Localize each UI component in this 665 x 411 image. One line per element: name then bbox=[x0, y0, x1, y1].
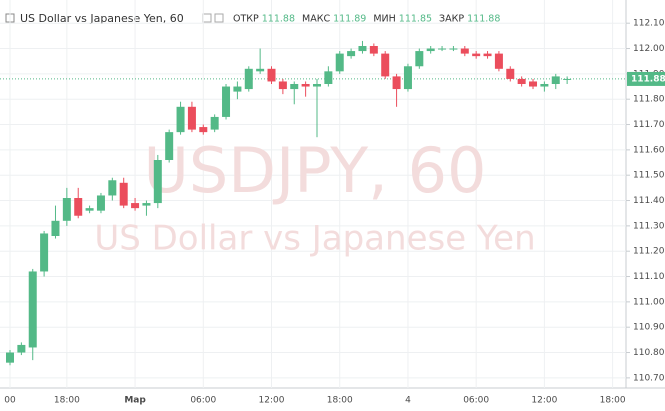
candle-body bbox=[74, 198, 83, 216]
y-tick-label: 112.10 bbox=[633, 19, 665, 29]
y-tick-label: 111.50 bbox=[633, 171, 665, 181]
y-tick-label: 111.20 bbox=[633, 247, 665, 257]
watermark: USDJPY, 60 US Dollar vs Japanese Yen bbox=[94, 134, 535, 258]
candle-body bbox=[210, 116, 219, 130]
legend-label: ОТКР bbox=[233, 14, 259, 25]
candle-body bbox=[347, 51, 356, 57]
legend-label: ЗАКР bbox=[439, 14, 464, 25]
candle-body bbox=[62, 198, 71, 221]
legend-value: 111.88 bbox=[467, 14, 500, 25]
y-tick-label: 110.90 bbox=[633, 323, 665, 333]
candle-body bbox=[131, 203, 140, 209]
y-tick-label: 111.40 bbox=[633, 196, 665, 206]
candle-body bbox=[119, 182, 128, 206]
candle-body bbox=[40, 233, 49, 272]
candle-body bbox=[85, 208, 94, 211]
candle-body bbox=[222, 86, 231, 117]
candle-body bbox=[51, 220, 60, 236]
x-tick-label: 00 bbox=[4, 396, 16, 406]
candle-body bbox=[28, 271, 37, 348]
y-tick-label: 111.60 bbox=[633, 145, 665, 155]
x-tick-label: 18:00 bbox=[327, 396, 353, 406]
candle-body bbox=[494, 53, 503, 69]
candle-body bbox=[540, 84, 549, 87]
y-tick-label: 111.00 bbox=[633, 297, 665, 307]
legend-label: МАКС bbox=[302, 14, 330, 25]
watermark-symbol: USDJPY, 60 bbox=[144, 134, 487, 207]
candle-body bbox=[449, 48, 458, 50]
candle-body bbox=[17, 344, 26, 353]
candle-body bbox=[335, 53, 344, 72]
candle-body bbox=[142, 203, 151, 206]
legend-value: 111.88 bbox=[262, 14, 295, 25]
candle-body bbox=[551, 76, 560, 84]
candle-body bbox=[267, 68, 276, 82]
candle-body bbox=[415, 51, 424, 67]
candle-body bbox=[176, 106, 185, 133]
candle-body bbox=[6, 352, 14, 363]
candle-body bbox=[108, 180, 117, 196]
candle-body bbox=[153, 160, 162, 204]
y-tick-label: 110.70 bbox=[633, 373, 665, 383]
legend-label: МИН bbox=[373, 14, 395, 25]
x-tick-label: 12:00 bbox=[531, 396, 557, 406]
candle-body bbox=[290, 84, 299, 90]
x-tick-label: 06:00 bbox=[463, 396, 489, 406]
candle-body bbox=[301, 84, 310, 87]
candle-body bbox=[460, 48, 469, 54]
candle-body bbox=[392, 76, 401, 90]
candle-body bbox=[96, 195, 105, 211]
candle-body bbox=[426, 48, 435, 52]
legend-value: 111.89 bbox=[333, 14, 366, 25]
x-tick-label: 4 bbox=[405, 396, 411, 406]
candle-body bbox=[233, 86, 242, 92]
y-tick-label: 112.00 bbox=[633, 44, 665, 54]
candle-body bbox=[403, 66, 412, 90]
candle-body bbox=[278, 81, 287, 90]
candle-body bbox=[438, 48, 447, 50]
y-tick-label: 111.30 bbox=[633, 221, 665, 231]
candle-body bbox=[199, 127, 208, 133]
candle-body bbox=[563, 78, 572, 80]
candle-body bbox=[381, 53, 390, 77]
hide-icon[interactable] bbox=[214, 13, 224, 23]
chart-title: US Dollar vs Japanese Yen, 60 bbox=[20, 12, 184, 25]
x-tick-label: 12:00 bbox=[259, 396, 285, 406]
y-tick-label: 111.80 bbox=[633, 95, 665, 105]
candle-body bbox=[506, 68, 515, 79]
candle-body bbox=[256, 68, 265, 72]
candle-body bbox=[187, 106, 196, 130]
candle-body bbox=[483, 53, 492, 57]
y-tick-label: 111.70 bbox=[633, 120, 665, 130]
candle-body bbox=[529, 81, 538, 87]
y-tick-label: 110.80 bbox=[633, 348, 665, 358]
candle-body bbox=[244, 68, 253, 90]
last-price-label: 111.88 bbox=[631, 74, 665, 84]
legend-value: 111.85 bbox=[399, 14, 432, 25]
x-tick-label: 18:00 bbox=[600, 396, 626, 406]
watermark-name: US Dollar vs Japanese Yen bbox=[94, 219, 535, 259]
candle-body bbox=[324, 71, 333, 84]
x-tick-label: 18:00 bbox=[54, 396, 80, 406]
candle-body bbox=[312, 84, 321, 87]
candle-body bbox=[358, 46, 367, 52]
x-tick-label: 06:00 bbox=[190, 396, 216, 406]
last-price-box bbox=[627, 71, 665, 86]
candle-body bbox=[517, 78, 526, 84]
x-tick-label: Мар bbox=[124, 396, 146, 406]
y-tick-label: 111.10 bbox=[633, 272, 665, 282]
candle-body bbox=[472, 53, 481, 57]
candle-body bbox=[369, 46, 378, 54]
candle-body bbox=[165, 132, 174, 160]
